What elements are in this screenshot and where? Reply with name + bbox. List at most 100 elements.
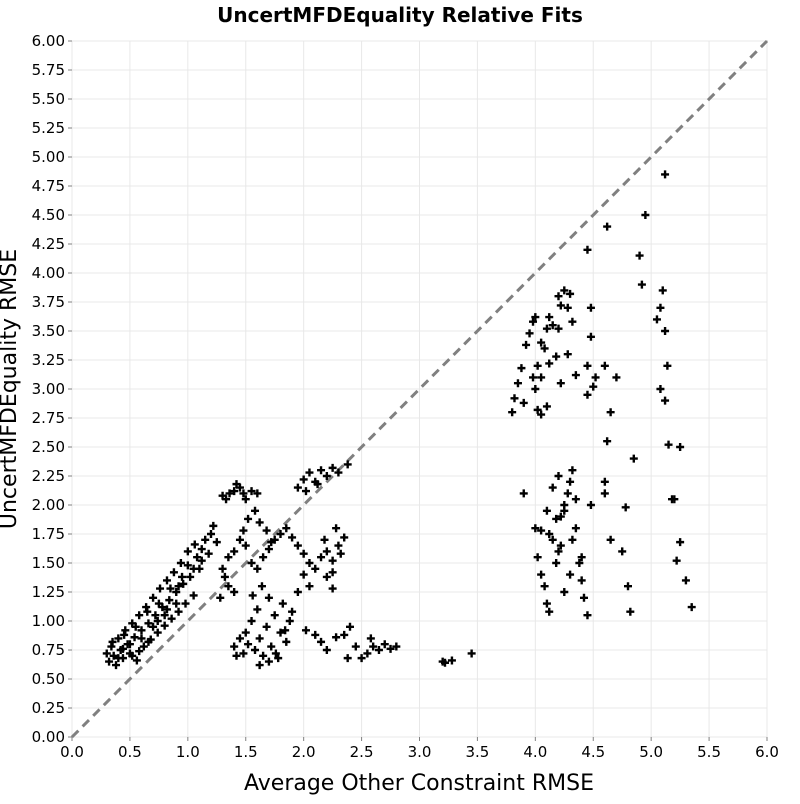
data-point (154, 599, 163, 608)
data-point (586, 303, 595, 312)
data-point (183, 547, 192, 556)
data-point (533, 405, 542, 414)
x-tick-label: 4.0 (523, 743, 547, 761)
data-point (600, 477, 609, 486)
data-point (447, 656, 456, 665)
data-point (519, 489, 528, 498)
data-point (566, 477, 575, 486)
data-point (529, 373, 538, 382)
x-tick-label: 1.5 (234, 743, 258, 761)
data-point (563, 350, 572, 359)
x-tick-label: 5.5 (697, 743, 721, 761)
data-point (197, 545, 206, 554)
data-point (299, 475, 308, 484)
data-point (125, 640, 134, 649)
y-tick-label: 5.50 (32, 90, 65, 108)
data-point (114, 654, 123, 663)
data-point (540, 582, 549, 591)
data-point (270, 611, 279, 620)
data-point (139, 642, 148, 651)
data-point (606, 408, 615, 417)
data-point (517, 364, 526, 373)
data-point (255, 634, 264, 643)
data-point (264, 657, 273, 666)
data-point (363, 649, 372, 658)
data-point (533, 553, 542, 562)
data-point (109, 651, 118, 660)
data-point (251, 506, 260, 515)
data-point (166, 584, 175, 593)
data-point (130, 633, 139, 642)
data-point (586, 501, 595, 509)
data-point (531, 385, 540, 393)
data-point (220, 572, 229, 581)
data-point (190, 540, 199, 549)
data-point (282, 524, 291, 533)
data-point (322, 572, 331, 581)
data-point (328, 584, 337, 593)
y-tick-label: 0.50 (32, 670, 65, 688)
data-point (525, 329, 534, 338)
data-point (224, 582, 233, 591)
data-point (366, 634, 375, 643)
data-point (548, 321, 557, 330)
data-point (216, 593, 225, 602)
x-tick-label: 1.0 (176, 743, 200, 761)
data-point (577, 553, 586, 562)
data-point (583, 611, 592, 620)
y-tick-label: 6.00 (32, 32, 65, 50)
data-point (178, 572, 187, 581)
data-point (661, 327, 670, 335)
data-point (510, 394, 519, 403)
data-point (508, 408, 517, 417)
data-point (467, 649, 476, 658)
data-point (542, 599, 551, 608)
data-point (351, 642, 360, 651)
data-point (225, 489, 234, 498)
data-point (114, 634, 123, 643)
data-point (259, 651, 268, 660)
data-point (282, 637, 291, 646)
data-point (276, 530, 285, 538)
data-point (264, 545, 273, 554)
data-point (262, 622, 271, 631)
data-point (575, 559, 584, 567)
data-point (293, 541, 302, 550)
data-point (658, 286, 667, 295)
y-tick-label: 5.00 (32, 148, 65, 166)
data-point (554, 292, 563, 301)
data-point (299, 549, 308, 558)
data-point (209, 521, 218, 530)
y-tick-label: 4.25 (32, 235, 65, 253)
data-point (545, 530, 554, 538)
data-point (641, 211, 650, 219)
data-point (253, 489, 262, 498)
data-point (340, 533, 349, 542)
data-point (311, 564, 320, 573)
data-point (162, 576, 171, 585)
x-tick-label: 6.0 (755, 743, 779, 761)
data-point (357, 654, 366, 663)
data-point (218, 564, 227, 573)
x-tick-labels: 0.0 0.5 1.0 1.5 2.0 2.5 3.0 3.5 4.0 4.5 5.0 5.5 6.0 (60, 737, 779, 761)
data-point (618, 547, 627, 556)
data-point (560, 506, 569, 515)
data-point (556, 541, 565, 550)
data-point (230, 642, 239, 651)
data-point (603, 222, 612, 231)
data-point (519, 398, 528, 407)
data-point (626, 607, 635, 616)
data-point (167, 614, 176, 623)
data-point (120, 630, 129, 639)
data-point (600, 489, 609, 498)
data-point (288, 607, 297, 616)
data-point (571, 495, 580, 504)
data-point (537, 410, 546, 419)
data-point (687, 603, 696, 612)
data-point (676, 538, 685, 547)
data-point (681, 576, 690, 585)
y-tick-label: 5.75 (32, 61, 65, 79)
data-point (554, 547, 563, 556)
data-point (656, 303, 665, 312)
